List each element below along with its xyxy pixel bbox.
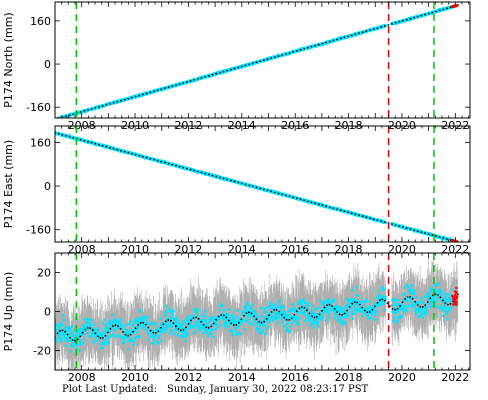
y-tick-label: -160 — [26, 101, 51, 114]
y-tick-label: 0 — [44, 180, 51, 193]
plot-area — [55, 257, 459, 370]
y-tick-label: 20 — [37, 267, 51, 280]
footer-label: Plot Last Updated: — [62, 384, 157, 395]
panel-1: 2008 2010 2012 2014 2016 2018 2020 2022-1600160… — [2, 1, 471, 132]
y-axis-title: P174 North (mm) — [2, 12, 15, 107]
model-trend — [55, 293, 459, 342]
y-tick-label: -20 — [33, 345, 51, 358]
x-tick-label: 2008 — [68, 371, 96, 384]
x-tick-label: 2016 — [281, 371, 309, 384]
panel-frame — [54, 125, 471, 243]
x-tick-label: 2014 — [228, 371, 256, 384]
y-tick-label: 160 — [30, 15, 51, 28]
x-tick-label: 2012 — [174, 371, 202, 384]
recent-positions — [450, 4, 459, 9]
y-tick-label: -160 — [26, 224, 51, 237]
panel-2: 2008 2010 2012 2014 2016 2018 2020 2022-1600160… — [2, 125, 471, 256]
x-tick-label: 2018 — [335, 371, 363, 384]
y-axis-title: P174 East (mm) — [2, 140, 15, 228]
y-axis-title: P174 Up (mm) — [2, 272, 15, 352]
x-tick-label: 2020 — [388, 371, 416, 384]
footer: Plot Last Updated: Sunday, January 30, 20… — [62, 384, 378, 395]
y-tick-label: 0 — [44, 58, 51, 71]
y-tick-label: 0 — [44, 306, 51, 319]
panel-3: 2008 2010 2012 2014 2016 2018 2020 2022 -20 0 20 P1… — [2, 252, 471, 384]
daily-positions — [55, 282, 454, 353]
x-tick-label: 2022 — [441, 371, 469, 384]
model-trend — [57, 4, 459, 118]
model-trend — [55, 131, 459, 242]
x-tick-label: 2010 — [121, 371, 149, 384]
plot-area — [55, 4, 459, 118]
plot-area — [55, 130, 459, 242]
footer-timestamp: Sunday, January 30, 2022 08:23:17 PST — [166, 384, 369, 395]
daily-positions — [55, 130, 455, 242]
daily-positions — [55, 5, 455, 118]
panel-frame — [54, 1, 471, 119]
y-tick-label: 160 — [30, 136, 51, 149]
recent-positions — [451, 286, 459, 307]
